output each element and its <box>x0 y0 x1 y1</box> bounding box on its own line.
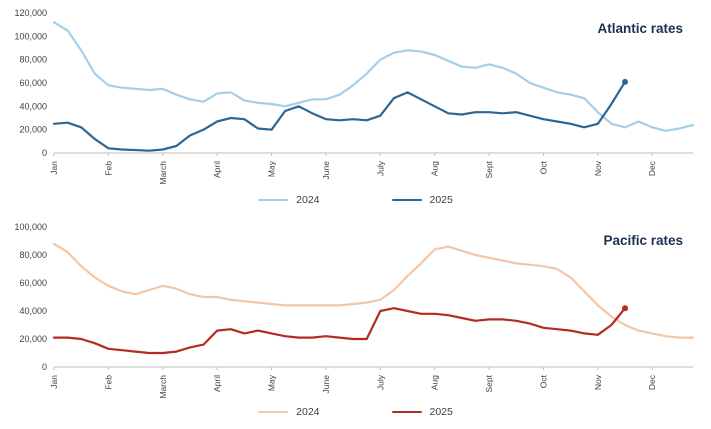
y-axis-label: 20,000 <box>19 125 47 135</box>
legend-item-2025: 2025 <box>391 194 453 206</box>
atlantic-chart-title: Atlantic rates <box>597 21 683 36</box>
atlantic-chart-section: Atlantic rates 0 20,000 40,000 60,000 80,000… <box>0 5 711 211</box>
atlantic-chart-plot: 0 20,000 40,000 60,000 80,000 100,000 120,000 J… <box>14 8 695 185</box>
pacific-chart-plot: 0 20,000 40,000 60,000 80,000 100,000 Jan Feb Ma… <box>14 222 695 399</box>
y-axis-label: 100,000 <box>14 222 47 232</box>
x-axis-label: Dec <box>647 374 657 390</box>
y-axis-label: 80,000 <box>19 250 47 260</box>
y-axis-label: 20,000 <box>19 334 47 344</box>
x-axis-label: Oct <box>538 374 548 388</box>
x-axis-label: July <box>375 374 385 390</box>
x-axis-label: June <box>321 375 331 394</box>
x-axis-label: Nov <box>593 374 603 390</box>
x-axis-label: May <box>267 374 277 391</box>
y-axis-label: 0 <box>42 148 47 158</box>
legend-label-2024: 2024 <box>296 406 320 418</box>
x-axis-label: March <box>158 161 168 185</box>
legend-swatch-2024 <box>258 410 289 414</box>
x-axis-label: Jan <box>49 375 59 389</box>
series-endpoint-2025 <box>622 78 629 85</box>
y-axis-label: 60,000 <box>19 278 47 288</box>
x-axis-label: April <box>212 375 222 392</box>
pacific-legend: 2024 2025 <box>0 401 711 423</box>
pacific-chart-section: Pacific rates 0 20,000 40,000 60,000 80,000 1… <box>0 217 711 423</box>
x-axis-label: Nov <box>593 160 603 176</box>
legend-item-2024: 2024 <box>258 194 320 206</box>
y-axis-label: 120,000 <box>14 8 47 18</box>
legend-label-2024: 2024 <box>296 194 320 206</box>
y-axis-label: 80,000 <box>19 55 47 65</box>
x-axis-label: April <box>212 161 222 178</box>
y-axis-label: 40,000 <box>19 101 47 111</box>
x-axis-label: Feb <box>103 161 113 176</box>
x-axis-label: Dec <box>647 160 657 176</box>
x-axis-label: March <box>158 375 168 399</box>
x-axis-label: May <box>267 160 277 177</box>
x-axis-label: Sept <box>484 160 494 178</box>
x-axis-label: Jan <box>49 161 59 175</box>
y-axis-label: 60,000 <box>19 78 47 88</box>
pacific-chart-title: Pacific rates <box>603 233 683 248</box>
y-axis-label: 40,000 <box>19 306 47 316</box>
legend-swatch-2025 <box>391 198 422 202</box>
x-axis-label: Aug <box>430 161 440 176</box>
x-axis-label: June <box>321 161 331 180</box>
x-axis-label: Oct <box>538 160 548 174</box>
legend-item-2025: 2025 <box>391 406 453 418</box>
legend-label-2025: 2025 <box>429 406 453 418</box>
legend-swatch-2025 <box>391 410 422 414</box>
legend-label-2025: 2025 <box>429 194 453 206</box>
series-line-2024 <box>52 21 695 132</box>
x-axis-label: Feb <box>103 375 113 390</box>
x-axis-label: July <box>375 160 385 176</box>
series-line-2025 <box>52 80 627 152</box>
legend-item-2024: 2024 <box>258 406 320 418</box>
series-endpoint-2025 <box>622 305 629 312</box>
x-axis-label: Aug <box>430 375 440 390</box>
x-axis-label: Sept <box>484 374 494 392</box>
atlantic-legend: 2024 2025 <box>0 189 711 211</box>
y-axis-label: 0 <box>42 362 47 372</box>
y-axis-label: 100,000 <box>14 31 47 41</box>
series-line-2024 <box>52 242 695 339</box>
series-line-2025 <box>52 307 627 355</box>
legend-swatch-2024 <box>258 198 289 202</box>
